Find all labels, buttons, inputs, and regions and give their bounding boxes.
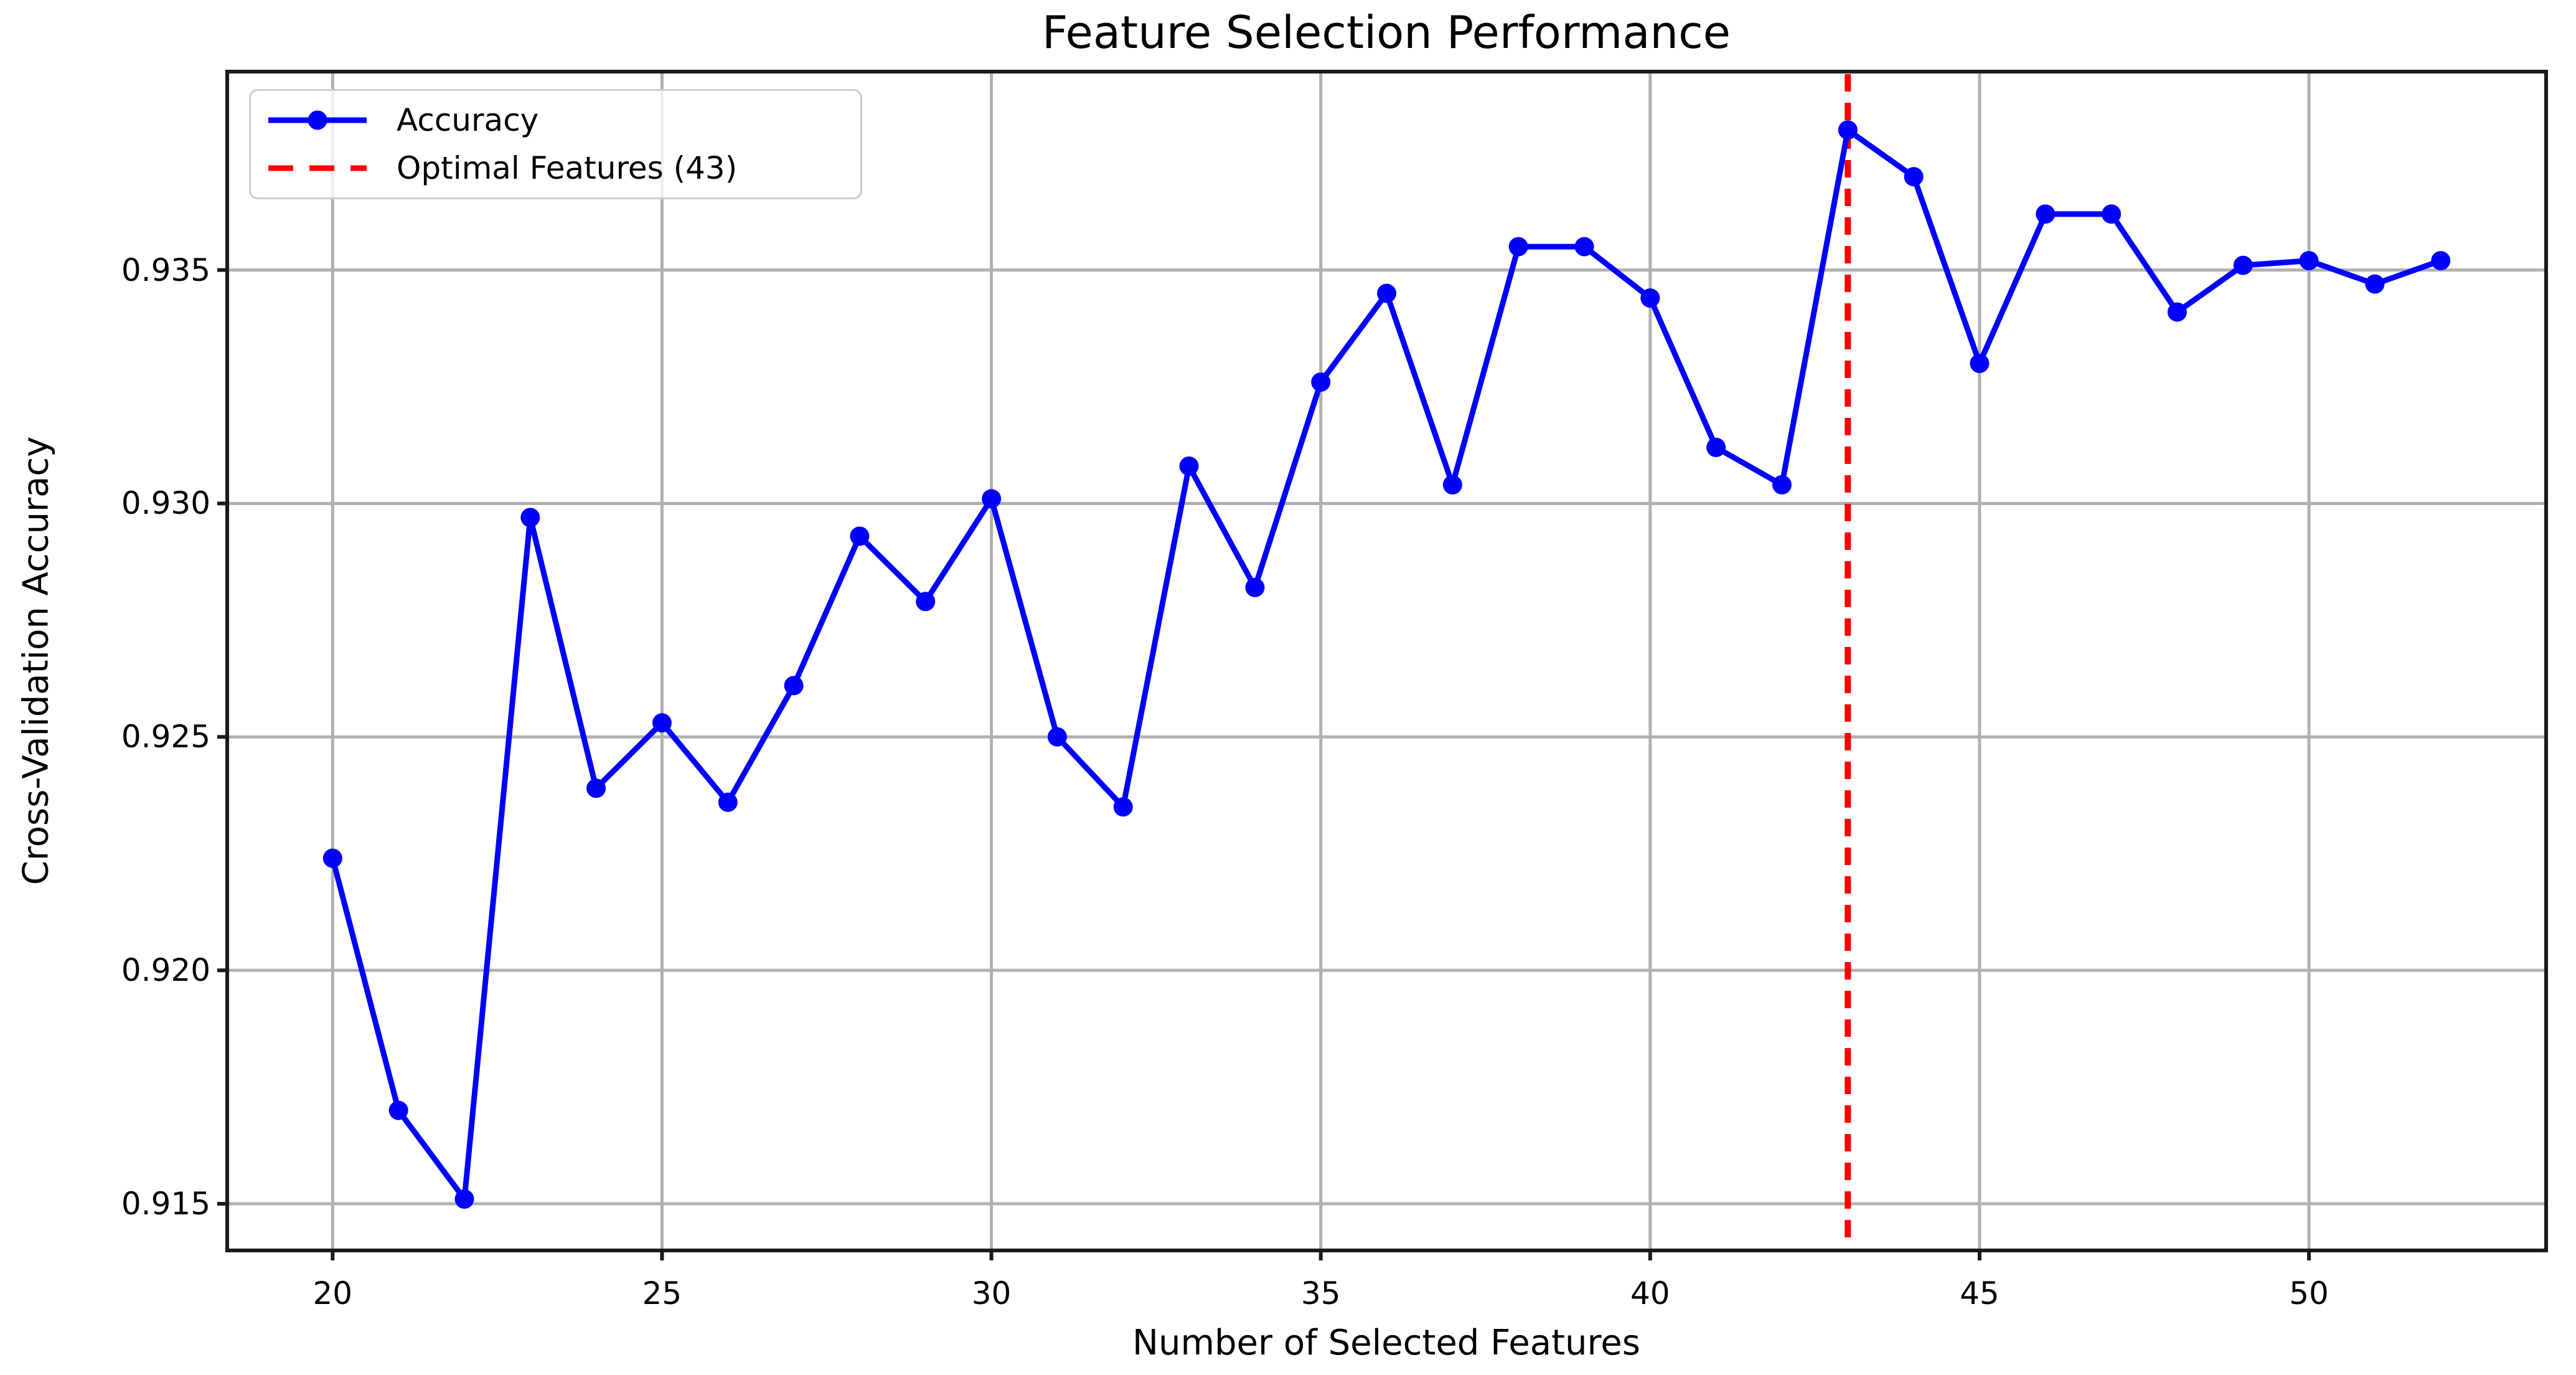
data-point bbox=[2431, 251, 2451, 271]
y-tick-label: 0.920 bbox=[121, 952, 210, 989]
data-point bbox=[586, 778, 606, 798]
x-tick-label: 45 bbox=[1960, 1275, 2000, 1311]
accuracy-line-sample-icon bbox=[268, 110, 367, 130]
data-point bbox=[2233, 255, 2253, 275]
data-point bbox=[652, 713, 672, 733]
legend: Accuracy Optimal Features (43) bbox=[249, 89, 862, 199]
data-point bbox=[1377, 283, 1396, 303]
data-point bbox=[1442, 475, 1462, 494]
data-point bbox=[2299, 251, 2319, 271]
data-point bbox=[2036, 204, 2056, 224]
legend-item-optimal-features: Optimal Features (43) bbox=[265, 146, 860, 191]
y-tick-label: 0.925 bbox=[121, 719, 210, 755]
chart-title: Feature Selection Performance bbox=[1042, 6, 1731, 59]
data-point bbox=[2167, 302, 2187, 322]
x-tick-label: 25 bbox=[642, 1275, 682, 1311]
data-point bbox=[718, 792, 738, 812]
data-point bbox=[850, 526, 870, 546]
data-point bbox=[1508, 237, 1528, 257]
x-tick-label: 30 bbox=[971, 1275, 1012, 1311]
data-point bbox=[322, 848, 342, 868]
data-point bbox=[1179, 456, 1199, 476]
y-tick-label: 0.930 bbox=[121, 485, 210, 522]
legend-label-accuracy: Accuracy bbox=[397, 102, 539, 138]
y-axis-label: Cross-Validation Accuracy bbox=[16, 436, 57, 886]
y-tick-label: 0.935 bbox=[121, 252, 210, 288]
x-axis-label: Number of Selected Features bbox=[1132, 1323, 1640, 1363]
data-point bbox=[454, 1189, 474, 1209]
y-tick-label: 0.915 bbox=[121, 1186, 210, 1222]
data-point bbox=[1311, 372, 1331, 392]
data-point bbox=[916, 592, 936, 612]
x-tick-label: 40 bbox=[1630, 1275, 1670, 1311]
data-point bbox=[1113, 797, 1133, 817]
data-point bbox=[1640, 288, 1660, 308]
data-point bbox=[784, 676, 804, 696]
data-point bbox=[1706, 438, 1726, 457]
data-point bbox=[1245, 577, 1265, 597]
data-point bbox=[1772, 475, 1792, 494]
x-tick-label: 35 bbox=[1300, 1275, 1341, 1311]
data-point bbox=[2365, 274, 2385, 294]
legend-item-accuracy: Accuracy bbox=[265, 98, 860, 143]
x-tick-label: 50 bbox=[2289, 1275, 2329, 1311]
axes-frame bbox=[225, 70, 2548, 1252]
data-point bbox=[1574, 237, 1594, 257]
data-point bbox=[1047, 727, 1067, 747]
data-point bbox=[520, 508, 540, 527]
data-point bbox=[982, 489, 1002, 509]
optimal-features-dash-sample-icon bbox=[268, 165, 367, 171]
data-point bbox=[1970, 354, 1990, 374]
x-tick-label: 20 bbox=[313, 1275, 353, 1311]
legend-label-optimal-features: Optimal Features (43) bbox=[397, 150, 738, 186]
data-point bbox=[2102, 204, 2122, 224]
data-point bbox=[1838, 120, 1858, 140]
data-point bbox=[1904, 167, 1924, 187]
data-point bbox=[388, 1100, 408, 1120]
